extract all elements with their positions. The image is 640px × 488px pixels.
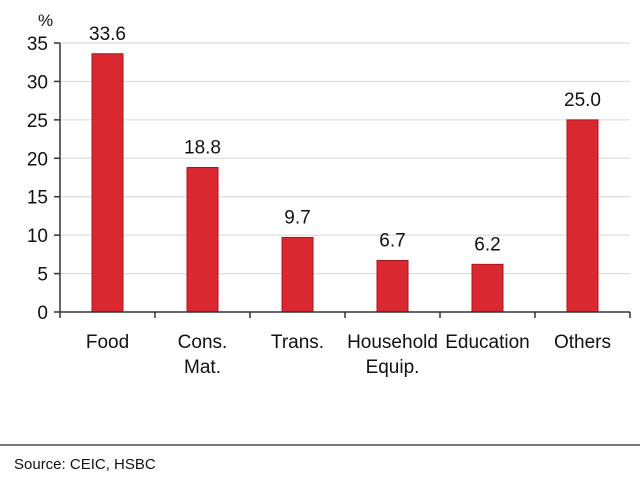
y-tick-label: 10 — [27, 226, 48, 247]
bar — [281, 236, 314, 313]
x-tick-label: Cons. Mat. — [178, 332, 228, 378]
data-label: 18.8 — [184, 138, 221, 159]
x-tick-label-line: Education — [445, 332, 530, 353]
x-tick-label: Others — [554, 332, 611, 353]
y-tick-label: 15 — [27, 188, 48, 209]
data-label: 25.0 — [564, 90, 601, 111]
bar — [471, 263, 504, 313]
x-tick-label-line: Others — [554, 332, 611, 353]
x-axis: Food Cons. Mat. Trans. Household Equip. Educat… — [59, 311, 631, 378]
x-tick-label: Education — [445, 332, 530, 353]
x-tick-label-line: Mat. — [184, 357, 221, 378]
data-label: 33.6 — [89, 24, 126, 45]
bar — [376, 260, 409, 313]
gridlines — [60, 42, 630, 275]
y-tick-label: 30 — [27, 72, 48, 93]
bar — [186, 167, 219, 313]
y-tick-label: 5 — [37, 265, 48, 286]
data-label: 6.2 — [474, 234, 500, 255]
y-tick-label: 20 — [27, 149, 48, 170]
x-tick-label: Food — [86, 332, 129, 353]
bar-chart: 0 5 10 15 20 25 30 35 33.6 18.8 9.7 6.7 6.2 25.0 Foo… — [27, 11, 631, 378]
x-tick-label-line: Food — [86, 332, 129, 353]
bars: 33.6 18.8 9.7 6.7 6.2 25.0 — [89, 24, 601, 313]
y-tick-label: 35 — [27, 34, 48, 55]
x-tick-label-line: Trans. — [271, 332, 324, 353]
x-tick-label-line: Cons. — [178, 332, 228, 353]
data-label: 9.7 — [284, 207, 310, 228]
y-axis: 0 5 10 15 20 25 30 35 — [27, 34, 61, 324]
bar — [566, 119, 599, 313]
divider — [0, 444, 640, 446]
y-axis-unit-label: % — [38, 11, 53, 30]
y-tick-label: 25 — [27, 111, 48, 132]
x-tick-label: Trans. — [271, 332, 324, 353]
x-tick-label-line: Equip. — [366, 357, 420, 378]
x-tick-label-line: Household — [347, 332, 438, 353]
y-tick-label: 0 — [37, 303, 48, 324]
x-tick-label: Household Equip. — [347, 332, 438, 378]
data-label: 6.7 — [379, 231, 405, 252]
bar — [91, 53, 124, 313]
source-note: Source: CEIC, HSBC — [14, 456, 156, 473]
